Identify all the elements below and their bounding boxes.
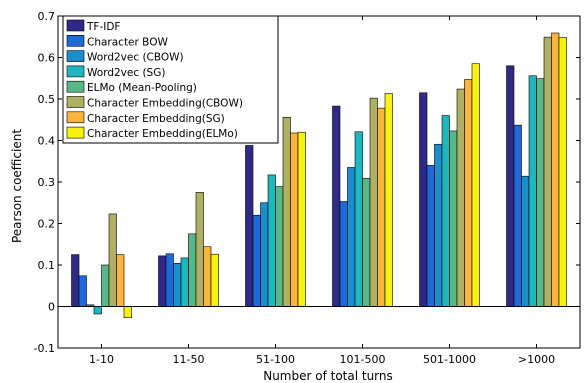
bar — [377, 107, 386, 307]
legend-label: TF-IDF — [86, 21, 120, 33]
x-tick-label: 11-50 — [173, 353, 205, 366]
y-tick-label: 0.7 — [38, 10, 56, 23]
legend-swatch — [66, 96, 85, 108]
y-tick-label: 0.4 — [38, 135, 56, 148]
bar — [384, 93, 393, 307]
legend-label: Word2vec (CBOW) — [87, 52, 184, 64]
bar — [513, 124, 522, 307]
legend-swatch — [66, 19, 85, 32]
bar — [332, 105, 341, 307]
legend-label: Character Embedding(SG) — [87, 113, 225, 125]
y-tick-label: 0.6 — [38, 52, 56, 65]
x-axis-label: Number of total turns — [263, 369, 393, 383]
bar — [188, 233, 197, 307]
bar — [260, 202, 269, 307]
bar — [180, 257, 189, 307]
legend-label: Character Embedding(CBOW) — [87, 98, 243, 110]
bar — [203, 246, 212, 307]
bar — [536, 78, 545, 307]
bar — [195, 192, 204, 307]
bar — [101, 264, 110, 307]
bar — [116, 254, 125, 307]
x-tick-label: 501-1000 — [423, 353, 476, 366]
x-tick-label: 101-500 — [340, 353, 386, 366]
bar — [78, 275, 87, 307]
bar — [210, 253, 219, 307]
bar — [339, 201, 348, 307]
bar — [165, 253, 174, 307]
bar — [543, 36, 552, 307]
bar — [267, 174, 276, 307]
legend-swatch — [66, 50, 85, 62]
bar — [282, 116, 291, 307]
legend-swatch — [66, 34, 85, 47]
legend-swatch — [66, 111, 85, 124]
legend-label: Character BOW — [87, 36, 168, 48]
y-tick-label: 0.1 — [38, 259, 56, 272]
x-tick-label: >1000 — [518, 353, 555, 366]
legend-swatch — [66, 80, 85, 93]
bar — [528, 75, 537, 307]
bar — [419, 92, 428, 307]
y-axis: -0.1 0 0.1 0.2 0.3 0.4 0.5 0.6 0.7 — [34, 10, 580, 355]
bar — [158, 255, 167, 307]
y-tick-label: 0 — [48, 301, 55, 314]
legend-items: TF-IDF Character BOW Word2vec (CBOW) Word2v… — [66, 19, 243, 140]
legend-box — [62, 15, 279, 144]
bar — [506, 65, 515, 307]
bar — [290, 132, 299, 307]
x-tick-label: 51-100 — [256, 353, 295, 366]
legend-swatch — [66, 65, 85, 78]
legend-label: Character Embedding(ELMo) — [87, 128, 238, 140]
bars-layer — [71, 32, 567, 319]
y-axis-label: Pearson coefficient — [10, 129, 24, 243]
bar — [441, 115, 450, 307]
bar — [362, 177, 371, 307]
y-tick-label: -0.1 — [34, 342, 55, 355]
bar — [369, 97, 378, 307]
bar — [551, 32, 560, 307]
y-tick-label: 0.2 — [38, 218, 56, 231]
bar — [426, 165, 435, 307]
bar — [521, 175, 530, 307]
x-tick-label: 1-10 — [89, 353, 114, 366]
legend-label: Word2vec (SG) — [87, 67, 165, 79]
bar — [297, 131, 306, 307]
bar — [558, 37, 567, 307]
bar — [434, 143, 443, 307]
bar — [245, 145, 254, 307]
bar — [123, 306, 132, 319]
bar — [275, 186, 284, 307]
legend: TF-IDF Character BOW Word2vec (CBOW) Word2v… — [62, 15, 279, 144]
y-tick-label: 0.3 — [38, 176, 56, 189]
bar — [252, 214, 261, 307]
bar — [471, 63, 480, 307]
y-tick-label: 0.5 — [38, 93, 56, 106]
bar — [464, 79, 473, 307]
bar — [108, 213, 117, 307]
bar — [456, 88, 465, 307]
bar — [173, 263, 182, 307]
legend-label: ELMo (Mean-Pooling) — [87, 82, 197, 94]
bar — [449, 130, 458, 307]
bar — [354, 131, 363, 307]
legend-swatch — [66, 126, 85, 139]
bar — [93, 306, 102, 315]
bar — [347, 167, 356, 307]
bar — [71, 254, 80, 307]
